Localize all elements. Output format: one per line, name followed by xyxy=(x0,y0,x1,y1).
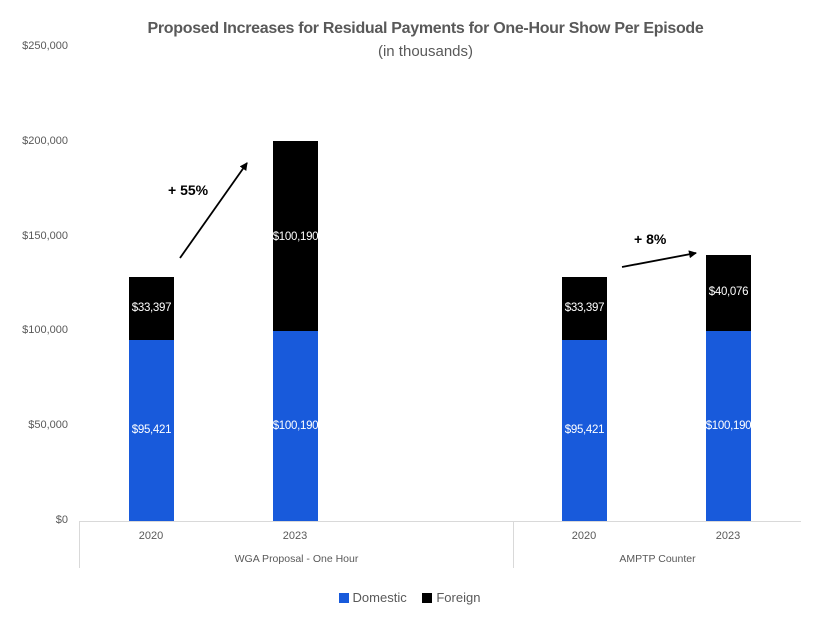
domestic-swatch-icon xyxy=(338,592,349,603)
bar-label: $100,190 xyxy=(272,231,319,243)
y-tick-200000: $200,000 xyxy=(22,135,68,147)
bar-label: $33,397 xyxy=(131,302,172,314)
x-axis-left-tick xyxy=(79,521,80,568)
legend-item-domestic[interactable]: Domestic xyxy=(338,590,407,605)
legend-label: Domestic xyxy=(352,590,407,605)
annotation-wga-increase: + 55% xyxy=(168,182,209,198)
x-label-amptp-2020: 2020 xyxy=(571,530,597,542)
y-tick-100000: $100,000 xyxy=(22,324,68,336)
chart-subtitle: (in thousands) xyxy=(377,43,474,60)
legend-label: Foreign xyxy=(436,590,481,605)
chart-title: Proposed Increases for Residual Payments… xyxy=(147,20,704,37)
x-label-amptp-2023: 2023 xyxy=(715,530,741,542)
bar-label: $100,190 xyxy=(272,420,319,432)
legend: Domestic Foreign xyxy=(0,590,819,606)
y-tick-50000: $50,000 xyxy=(28,419,68,431)
bar-wga-2023-domestic[interactable] xyxy=(273,331,318,521)
bar-amptp-2020-domestic[interactable] xyxy=(562,340,607,521)
y-tick-0: $0 xyxy=(55,514,68,526)
foreign-swatch-icon xyxy=(422,592,433,603)
bar-wga-2020-domestic[interactable] xyxy=(129,340,174,521)
y-tick-250000: $250,000 xyxy=(22,40,68,52)
y-tick-150000: $150,000 xyxy=(22,230,68,242)
bar-label: $40,076 xyxy=(708,286,749,298)
bar-wga-2023-foreign[interactable] xyxy=(273,141,318,331)
bar-label: $33,397 xyxy=(564,302,605,314)
arrow-up-icon xyxy=(179,162,248,259)
bar-label: $95,421 xyxy=(131,424,172,436)
x-label-wga-2023: 2023 xyxy=(282,530,308,542)
arrow-right-icon xyxy=(621,250,697,268)
bar-label: $100,190 xyxy=(705,420,752,432)
bar-amptp-2023-foreign[interactable] xyxy=(706,255,751,331)
bar-amptp-2020-foreign[interactable] xyxy=(562,277,607,340)
x-group-amptp: AMPTP Counter xyxy=(619,553,696,565)
legend-item-foreign[interactable]: Foreign xyxy=(422,590,480,605)
bar-wga-2020-foreign[interactable] xyxy=(129,277,174,340)
bar-amptp-2023-domestic[interactable] xyxy=(706,331,751,521)
bar-label: $95,421 xyxy=(564,424,605,436)
x-label-wga-2020: 2020 xyxy=(138,530,164,542)
x-axis-group-divider xyxy=(513,521,514,568)
x-axis-line xyxy=(79,521,801,522)
annotation-amptp-increase: + 8% xyxy=(634,231,667,247)
x-group-wga: WGA Proposal - One Hour xyxy=(234,553,359,565)
